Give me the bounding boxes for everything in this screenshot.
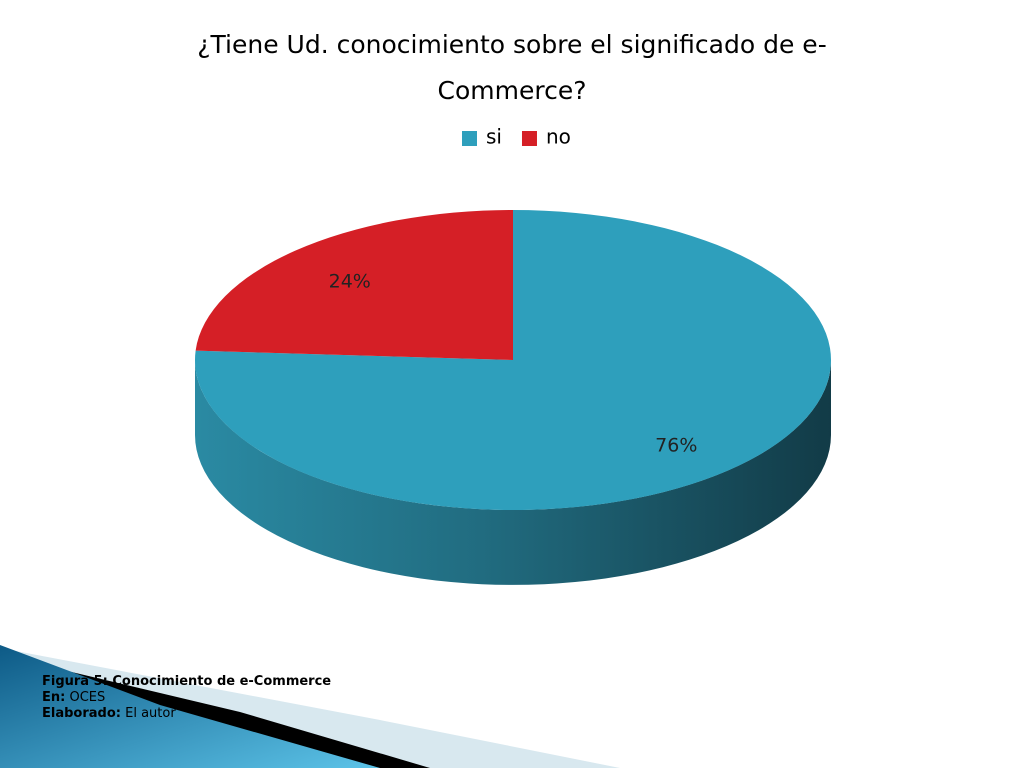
caption-figure: Figura 5: Conocimiento de e-Commerce [42, 674, 331, 690]
caption: Figura 5: Conocimiento de e-Commerce En:… [42, 674, 331, 722]
legend-swatch [462, 131, 477, 146]
author: El autor [125, 706, 176, 721]
pie-slice [195, 210, 513, 360]
chart-title: ¿Tiene Ud. conocimiento sobre el signifi… [197, 30, 827, 105]
legend-label: si [486, 125, 502, 149]
author-label: Elaborado: [42, 706, 121, 721]
legend-swatch [521, 131, 537, 146]
decoration [0, 645, 620, 768]
source-label: En: [42, 690, 66, 705]
figure-label: Figura 5: Conocimiento de e-Commerce [42, 674, 332, 689]
data-label: 76% [655, 435, 697, 457]
caption-author: Elaborado: El autor [42, 706, 331, 722]
data-label: 24% [329, 270, 371, 292]
source: OCES [69, 690, 106, 705]
legend-label: no [546, 125, 571, 149]
pie-side [195, 360, 831, 585]
caption-source: En: OCES [42, 690, 331, 706]
